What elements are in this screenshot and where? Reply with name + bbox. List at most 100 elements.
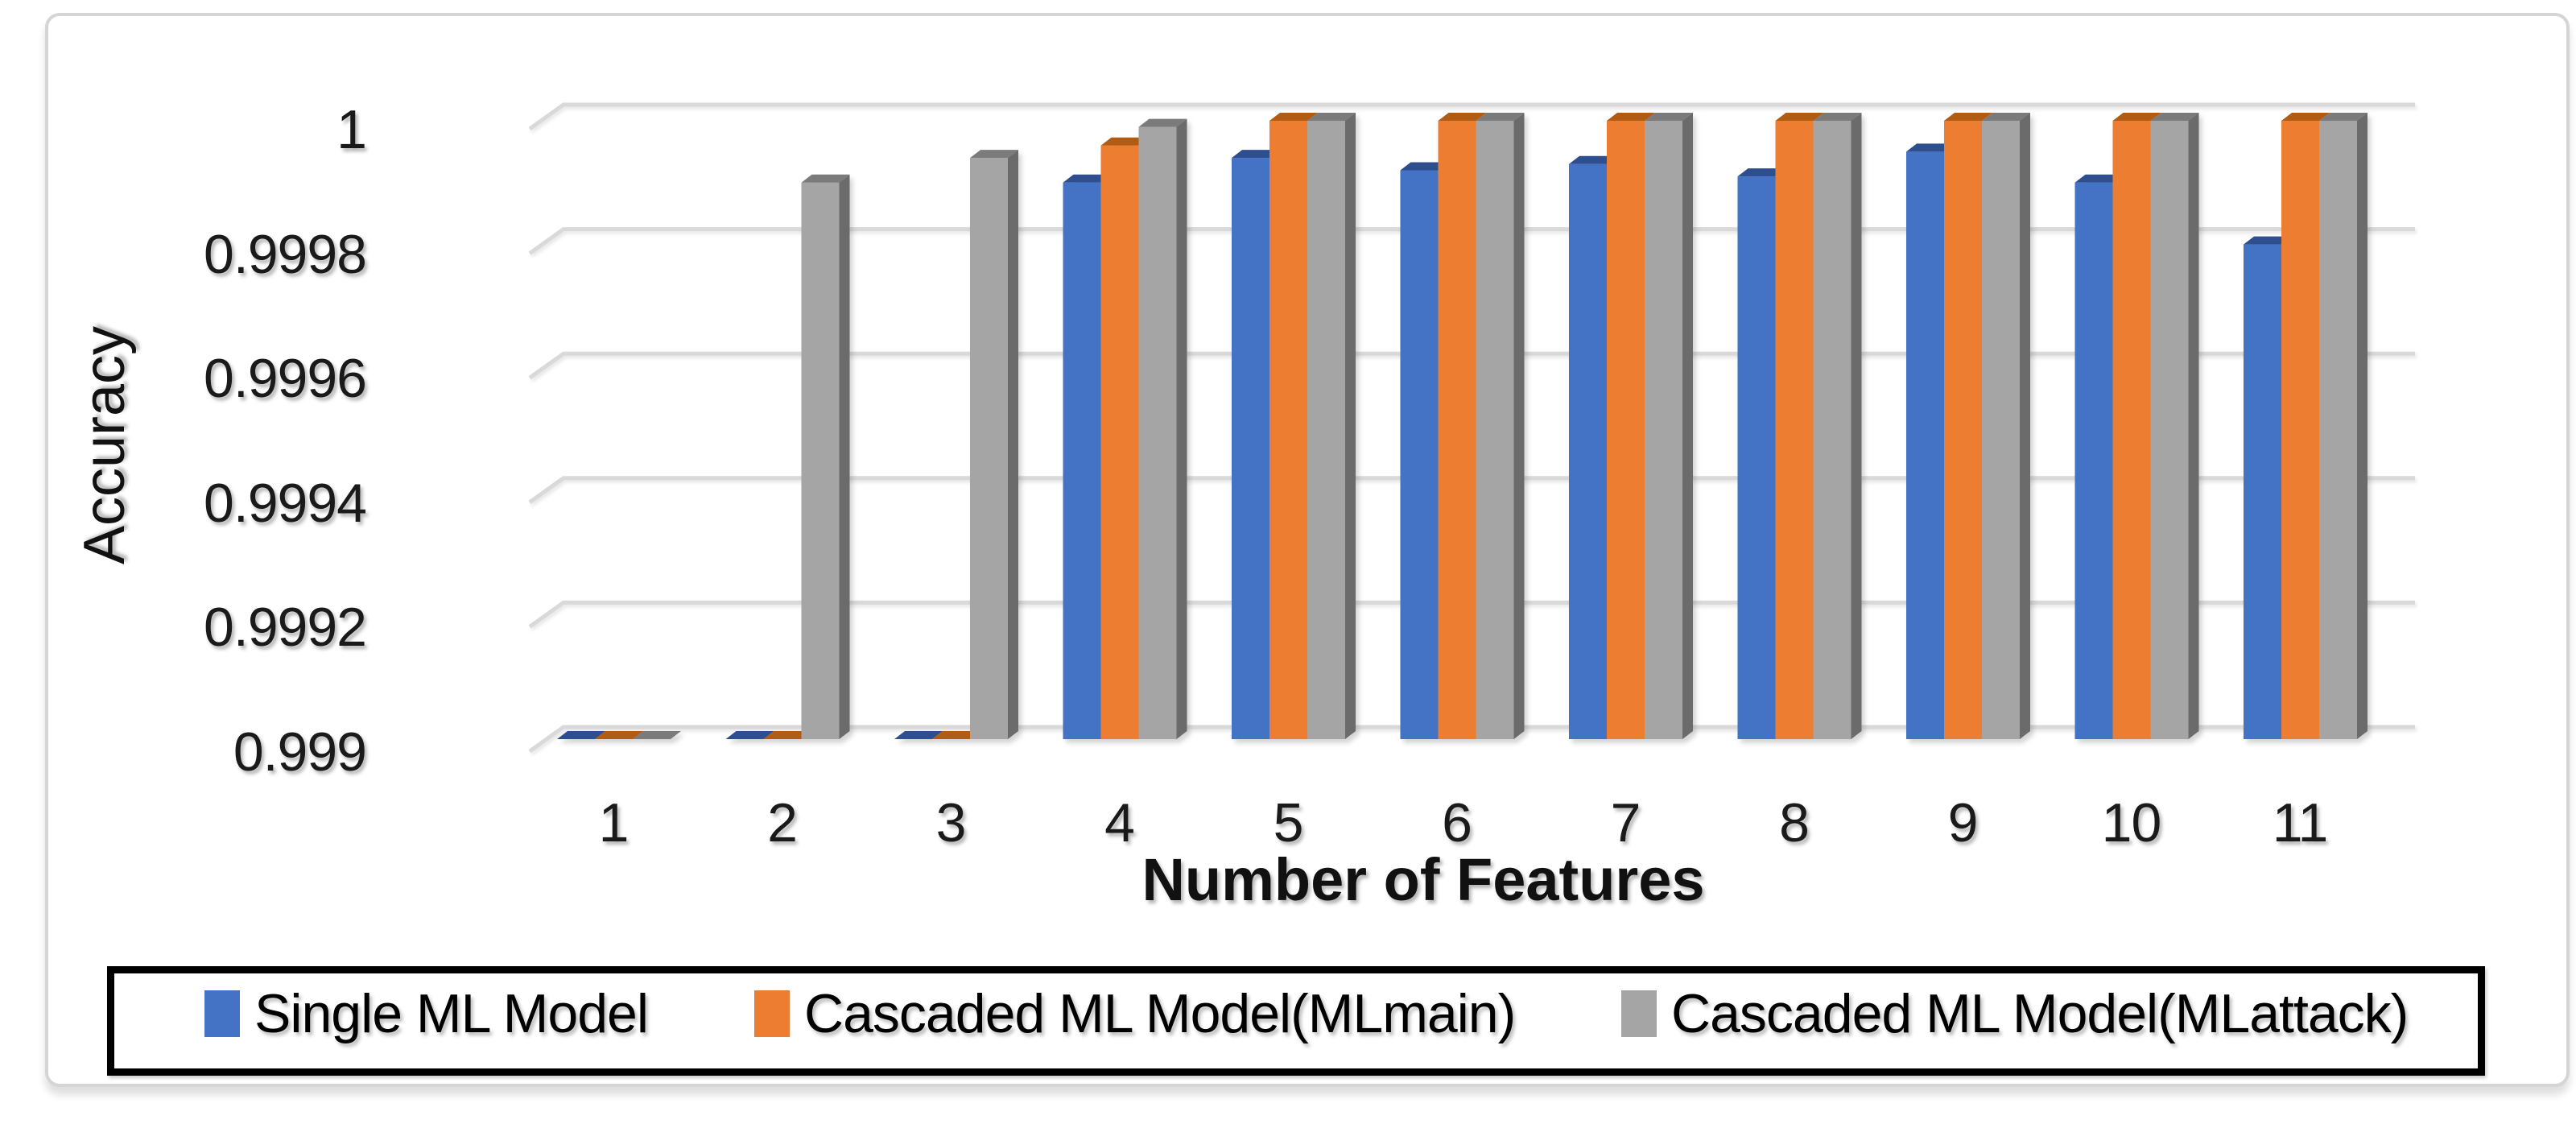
y-tick-label-0.9994: 0.9994 — [204, 472, 367, 534]
bar-s2-cat1-flat — [595, 731, 643, 739]
bar-s3-cat4-top — [1138, 118, 1187, 127]
bar-s1-cat3-flat — [894, 731, 943, 739]
bar-s3-cat9-front — [1982, 121, 2020, 739]
bar-s1-cat11-top — [2244, 236, 2292, 245]
bar-s2-cat8-top — [1775, 113, 1824, 121]
bar-s3-cat7-side — [1682, 113, 1693, 739]
bar-s1-cat9-top — [1906, 143, 1955, 152]
legend-label: Single ML Model — [254, 983, 649, 1044]
legend-swatch-icon — [204, 990, 240, 1037]
bar-s3-cat3-side — [1008, 150, 1018, 739]
bar-s3-cat2-side — [839, 174, 850, 740]
legend-label: Cascaded ML Model(MLattack) — [1671, 983, 2409, 1044]
bar-s2-cat11-top — [2281, 113, 2330, 121]
bar-s1-cat11-front — [2244, 244, 2281, 740]
bar-s3-cat6-front — [1476, 121, 1514, 739]
x-tick-label-6: 6 — [1442, 792, 1472, 853]
bar-s2-cat9-top — [1944, 113, 1992, 121]
bar-s2-cat6-front — [1438, 121, 1476, 739]
legend: Single ML Model Cascaded ML Model(MLmain)… — [107, 966, 2485, 1076]
bar-s3-cat10-side — [2188, 113, 2199, 739]
x-tick-label-7: 7 — [1610, 792, 1641, 853]
y-tick-label-0.999: 0.999 — [233, 721, 367, 783]
bar-s1-cat4-top — [1063, 174, 1112, 183]
bar-s3-cat8-side — [1851, 113, 1862, 739]
legend-item-3: Cascaded ML Model(MLattack) — [1621, 973, 2409, 1054]
bar-s3-cat5-side — [1345, 113, 1356, 739]
bar-s2-cat6-top — [1438, 113, 1487, 121]
bar-s1-cat1-flat — [557, 731, 605, 739]
bar-s2-cat4-top — [1100, 137, 1150, 146]
bar-s1-cat4-front — [1063, 182, 1101, 740]
bar-s1-cat2-flat — [725, 731, 774, 739]
bar-s1-cat8-top — [1737, 168, 1786, 177]
y-axis-title: Accuracy — [72, 325, 137, 565]
y-tick-label-0.9998: 0.9998 — [204, 223, 367, 285]
bar-s3-cat10-front — [2150, 121, 2189, 739]
x-tick-label-8: 8 — [1779, 792, 1810, 853]
y-tick-label-0.9992: 0.9992 — [204, 597, 367, 659]
bar-s2-cat7-top — [1607, 113, 1655, 121]
bar-s2-cat9-front — [1944, 121, 1982, 739]
bar-s2-cat10-front — [2112, 121, 2151, 739]
bar-s3-cat4-side — [1176, 118, 1187, 739]
bar-s3-cat2-front — [801, 182, 840, 740]
legend-item-1: Single ML Model — [204, 973, 649, 1054]
bar-s1-cat9-front — [1906, 151, 1944, 739]
bar-s3-cat2-top — [801, 174, 850, 183]
x-tick-label-11: 11 — [2272, 792, 2329, 853]
bar-s3-cat7-front — [1645, 121, 1682, 739]
bar-s3-cat3-top — [970, 150, 1018, 159]
x-tick-label-5: 5 — [1273, 792, 1304, 853]
x-axis-title: Number of Features — [1141, 846, 1705, 913]
x-tick-label-2: 2 — [767, 792, 798, 853]
bar-s3-cat11-top — [2319, 113, 2368, 121]
bar-s3-cat10-top — [2150, 113, 2199, 121]
bar-s1-cat5-top — [1232, 150, 1280, 159]
bars — [557, 113, 2368, 740]
bar-s3-cat1-flat — [633, 731, 681, 739]
bar-s2-cat3-flat — [932, 731, 980, 739]
bar-s3-cat8-front — [1813, 121, 1852, 739]
bar-s3-cat3-front — [970, 158, 1008, 739]
legend-item-2: Cascaded ML Model(MLmain) — [754, 973, 1516, 1054]
legend-swatch-icon — [1621, 990, 1657, 1037]
bar-s2-cat8-front — [1775, 121, 1814, 739]
bar-s1-cat7-front — [1569, 163, 1607, 739]
bar-s3-cat11-front — [2319, 121, 2357, 739]
bar-s1-cat5-front — [1232, 158, 1269, 739]
bar-s1-cat8-front — [1737, 176, 1776, 739]
bar-s3-cat5-top — [1307, 113, 1356, 121]
x-tick-label-9: 9 — [1947, 792, 1979, 853]
bar-s3-cat5-front — [1307, 121, 1345, 739]
bar-s2-cat2-flat — [763, 731, 812, 739]
bar-s3-cat6-top — [1476, 113, 1525, 121]
x-tick-label-10: 10 — [2101, 792, 2162, 853]
y-tick-label-0.9996: 0.9996 — [204, 348, 367, 410]
bar-s1-cat6-front — [1400, 170, 1439, 739]
bar-s2-cat5-top — [1269, 113, 1318, 121]
bar-s3-cat6-side — [1513, 113, 1525, 739]
bar-s3-cat9-side — [2020, 113, 2030, 739]
legend-swatch-icon — [754, 990, 790, 1037]
x-tick-label-3: 3 — [935, 792, 967, 853]
legend-label: Cascaded ML Model(MLmain) — [804, 983, 1516, 1044]
bar-s1-cat7-top — [1569, 155, 1617, 164]
bar-s2-cat5-front — [1269, 121, 1307, 739]
x-tick-label-4: 4 — [1104, 792, 1135, 853]
bar-s2-cat10-top — [2112, 113, 2161, 121]
bar-s1-cat6-top — [1400, 162, 1449, 171]
x-tick-label-1: 1 — [598, 792, 630, 853]
bar-s3-cat9-top — [1982, 113, 2030, 121]
bar-s1-cat10-top — [2074, 174, 2124, 183]
bar-s2-cat4-front — [1100, 145, 1139, 740]
bar-s3-cat7-top — [1645, 113, 1693, 121]
bar-s2-cat7-front — [1607, 121, 1645, 739]
bar-s3-cat11-side — [2357, 113, 2368, 739]
bar-s3-cat8-top — [1813, 113, 1862, 121]
bar-s3-cat4-front — [1138, 126, 1177, 739]
y-tick-label-1: 1 — [336, 99, 367, 160]
gridline — [528, 102, 2415, 131]
